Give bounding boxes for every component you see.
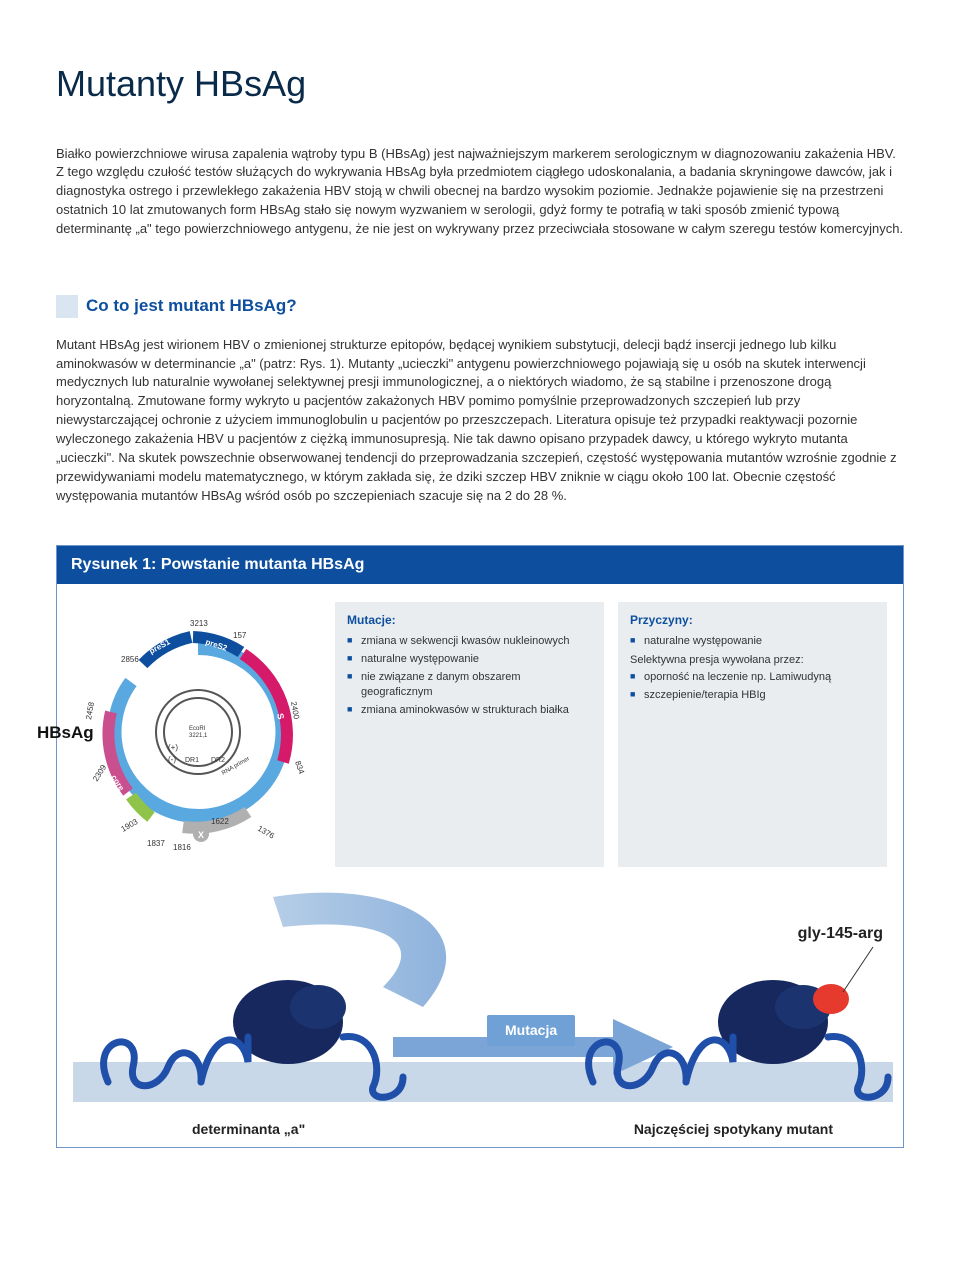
svg-text:1837: 1837 (147, 839, 165, 848)
protein-diagram-row: Mutacja gly-145-arg determinanta „a" Naj… (57, 887, 903, 1147)
causes-heading: Przyczyny: (630, 612, 875, 628)
common-mutant-label: Najczęściej spotykany mutant (634, 1120, 833, 1139)
gly-145-arg-label: gly-145-arg (798, 923, 883, 945)
section-body-what-is: Mutant HBsAg jest wirionem HBV o zmienio… (56, 336, 904, 506)
cause-item: oporność na leczenie np. Lamiwudyną (630, 670, 875, 685)
hbv-genome-svg: (+) (-) EcoRI 3221,1 DR1 DR2 RNA primer … (73, 602, 323, 862)
protein-svg (73, 887, 893, 1147)
svg-text:1816: 1816 (173, 843, 191, 852)
svg-text:2856: 2856 (121, 655, 139, 664)
causes-panel: Przyczyny: naturalne występowanie Selekt… (618, 602, 887, 867)
svg-text:RNA primer: RNA primer (221, 756, 251, 777)
svg-text:3213: 3213 (190, 619, 208, 628)
svg-text:X: X (198, 830, 204, 840)
mutation-item: nie związane z danym obszarem geograficz… (347, 670, 592, 700)
svg-text:EcoRI: EcoRI (189, 726, 206, 732)
svg-text:DR1: DR1 (185, 757, 199, 764)
figure-1-top-row: HBsAg (+) (-) EcoRI 3221,1 DR1 DR2 RNA p… (57, 584, 903, 887)
svg-text:3221,1: 3221,1 (189, 733, 208, 739)
mutations-heading: Mutacje: (347, 612, 592, 628)
figure-1-container: Rysunek 1: Powstanie mutanta HBsAg HBsAg… (56, 545, 904, 1147)
strand-minus: (-) (168, 755, 176, 764)
strand-plus: (+) (168, 743, 178, 752)
cause-item: naturalne występowanie (630, 634, 875, 649)
svg-text:157: 157 (233, 631, 247, 640)
page-title: Mutanty HBsAg (56, 60, 904, 109)
causes-subhead: Selektywna presja wywołana przez: (630, 653, 875, 668)
mutations-panel: Mutacje: zmiana w sekwencji kwasów nukle… (335, 602, 604, 867)
determinant-a-label: determinanta „a" (192, 1120, 305, 1139)
svg-text:1622: 1622 (211, 817, 229, 826)
svg-text:1376: 1376 (256, 824, 276, 841)
svg-text:DR2: DR2 (211, 757, 225, 764)
svg-text:2309: 2309 (91, 763, 108, 783)
mutation-chip: Mutacja (487, 1015, 575, 1046)
hbsag-label: HBsAg (37, 722, 94, 745)
svg-text:2458: 2458 (84, 701, 96, 721)
mutation-item: zmiana w sekwencji kwasów nukleinowych (347, 634, 592, 649)
svg-text:polymerase: polymerase (181, 662, 231, 672)
genome-diagram: HBsAg (+) (-) EcoRI 3221,1 DR1 DR2 RNA p… (73, 602, 323, 867)
figure-1-title: Rysunek 1: Powstanie mutanta HBsAg (57, 546, 903, 584)
svg-text:834: 834 (293, 760, 306, 776)
section-heading-what-is: Co to jest mutant HBsAg? (56, 295, 904, 318)
cause-item: szczepienie/terapia HBIg (630, 688, 875, 703)
mutation-item: zmiana aminokwasów w strukturach białka (347, 703, 592, 718)
intro-paragraph: Białko powierzchniowe wirusa zapalenia w… (56, 145, 904, 239)
mutation-item: naturalne występowanie (347, 652, 592, 667)
